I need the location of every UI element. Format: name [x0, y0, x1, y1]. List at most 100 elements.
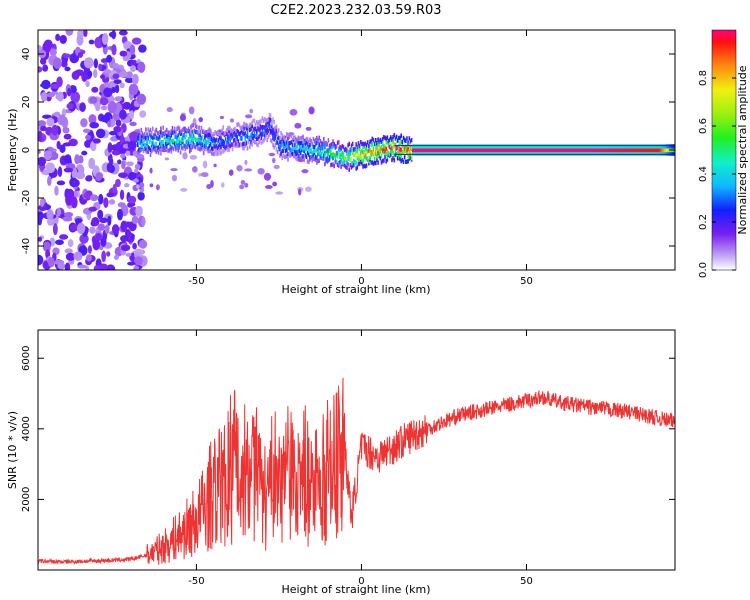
- spectrogram-ridge-cell: [348, 168, 350, 172]
- spectrogram-noise-cell: [91, 217, 99, 226]
- spectrogram-noise-cell: [249, 109, 253, 113]
- spectrogram-noise-cell: [201, 172, 209, 177]
- spectrogram-noise-cell: [98, 223, 106, 231]
- spectrogram-noise-cell: [122, 102, 131, 110]
- spectrogram-noise-cell: [244, 168, 252, 171]
- spectrogram-noise-cell: [107, 215, 111, 225]
- spectrogram-noise-cell: [130, 65, 136, 72]
- spectrogram-noise-cell: [91, 87, 98, 93]
- spectrogram-noise-cell: [98, 63, 102, 70]
- spectrogram-noise-cell: [189, 107, 195, 115]
- spectrogram-noise-cell: [53, 57, 62, 69]
- spectrogram-ridge-cell: [381, 154, 383, 158]
- spectrogram-ridge-cell: [241, 136, 243, 140]
- spectrogram-noise-cell: [120, 82, 125, 88]
- spectrogram-noise-cell: [89, 96, 97, 104]
- colorbar-label: Normalized spectral amplitude: [736, 65, 749, 234]
- spectrogram-noise-cell: [301, 169, 308, 173]
- spectrogram-ridge-cell: [309, 143, 311, 147]
- spectrogram-noise-cell: [264, 173, 271, 181]
- spectrogram-noise-cell: [180, 114, 186, 121]
- spectrogram-ridge-cell: [172, 126, 174, 130]
- spectrogram-ridge-cell: [278, 128, 280, 132]
- spectrogram-ridge-cell: [232, 147, 234, 151]
- spectrogram-noise-cell: [298, 189, 301, 196]
- spectrogram-ridge-cell: [180, 150, 182, 154]
- spectrogram-noise-cell: [258, 168, 265, 175]
- spectrogram-noise-cell: [210, 180, 214, 188]
- spectrogram-noise-cell: [38, 237, 42, 242]
- spectrogram-noise-cell: [85, 81, 89, 87]
- spectrogram-ridge-cell: [152, 127, 154, 131]
- spectrogram-ridge-cell: [359, 144, 361, 148]
- spectrogram-noise-cell: [100, 97, 109, 105]
- spectrogram-noise-cell: [129, 110, 134, 119]
- spectrogram-noise-cell: [64, 212, 73, 217]
- spectrogram-ridge-cell: [336, 144, 338, 148]
- spectrogram-noise-cell: [180, 188, 187, 192]
- spectrogram-noise-cell: [93, 69, 97, 78]
- spectrogram-noise-cell: [57, 263, 65, 270]
- spectrogram-noise-cell: [64, 168, 73, 173]
- spectrogram-noise-cell: [308, 107, 314, 115]
- spectrogram-ridge-cell: [199, 130, 201, 134]
- spectrogram-x-tick-label: 50: [520, 276, 533, 287]
- spectrogram-noise-cell: [77, 223, 85, 234]
- spectrogram-noise-cell: [119, 30, 128, 36]
- spectrogram-ridge-cell: [196, 125, 198, 129]
- spectrogram-noise-cell: [44, 150, 52, 160]
- spectrogram-noise-cell: [106, 251, 110, 256]
- spectrogram-noise-cell: [46, 118, 54, 127]
- spectrogram-noise-cell: [192, 166, 198, 173]
- colorbar-gradient: [712, 30, 736, 270]
- spectrogram-noise-cell: [60, 35, 67, 44]
- spectrogram-noise-cell: [40, 198, 45, 207]
- spectrogram-noise-cell: [117, 209, 123, 221]
- spectrogram-ridge-cell: [139, 134, 141, 138]
- spectrogram-noise-cell: [269, 153, 275, 157]
- spectrogram-noise-cell: [71, 197, 78, 209]
- spectrogram-noise-cell: [77, 265, 87, 269]
- snr-y-tick-label: 4000: [21, 416, 32, 441]
- spectrogram-noise-cell: [72, 86, 77, 93]
- spectrogram-ridge-cell: [246, 141, 248, 145]
- spectrogram-noise-cell: [74, 154, 80, 164]
- spectrogram-noise-cell: [104, 82, 110, 87]
- spectrogram-noise-cell: [100, 74, 105, 79]
- spectrogram-ridge-cell: [302, 154, 304, 158]
- spectrogram-noise-cell: [138, 45, 147, 53]
- spectrogram-ridge-cell: [362, 159, 364, 163]
- spectrogram-ridge-cell: [160, 126, 162, 130]
- spectrogram-noise-cell: [126, 253, 132, 257]
- spectrogram-noise-cell: [118, 172, 128, 178]
- spectrogram-noise-cell: [89, 122, 99, 128]
- spectrogram-noise-cell: [294, 123, 301, 129]
- spectrogram-noise-cell: [274, 165, 280, 169]
- spectrogram-noise-cell: [116, 120, 122, 127]
- spectrogram-ridge-cell: [175, 131, 177, 135]
- spectrogram-ridge-cell: [402, 140, 404, 144]
- spectrogram-noise-cell: [150, 183, 154, 187]
- spectrogram-noise-cell: [109, 199, 115, 205]
- spectrogram-noise-cell: [88, 71, 93, 78]
- spectrogram-noise-cell: [57, 92, 64, 102]
- spectrogram-ridge-cell: [348, 142, 350, 146]
- spectrogram-ridge-cell: [222, 125, 224, 129]
- spectrogram-noise-cell: [132, 216, 139, 224]
- spectrogram-noise-cell: [113, 184, 117, 193]
- colorbar: 0.00.20.40.60.8 Normalized spectral ampl…: [698, 30, 749, 278]
- spectrogram-noise-cell: [46, 209, 53, 220]
- spectrogram-noise-cell: [65, 248, 73, 253]
- spectrogram-ridge-cell: [355, 161, 357, 165]
- spectrogram-ridge-cell: [296, 144, 298, 148]
- spectrogram-ridge-cell: [374, 157, 376, 161]
- spectrogram-ridge-cell: [150, 153, 152, 157]
- spectrogram-noise-cell: [40, 58, 46, 65]
- spectrogram-noise-cell: [125, 150, 130, 155]
- spectrogram-ridge-cell: [191, 129, 193, 133]
- spectrogram-noise-cell: [73, 251, 82, 260]
- spectrogram-noise-cell: [220, 116, 224, 119]
- spectrogram-noise-cell: [83, 129, 90, 133]
- chart-title: C2E2.2023.232.03.59.R03: [270, 3, 441, 18]
- spectrogram-noise-cell: [64, 154, 71, 164]
